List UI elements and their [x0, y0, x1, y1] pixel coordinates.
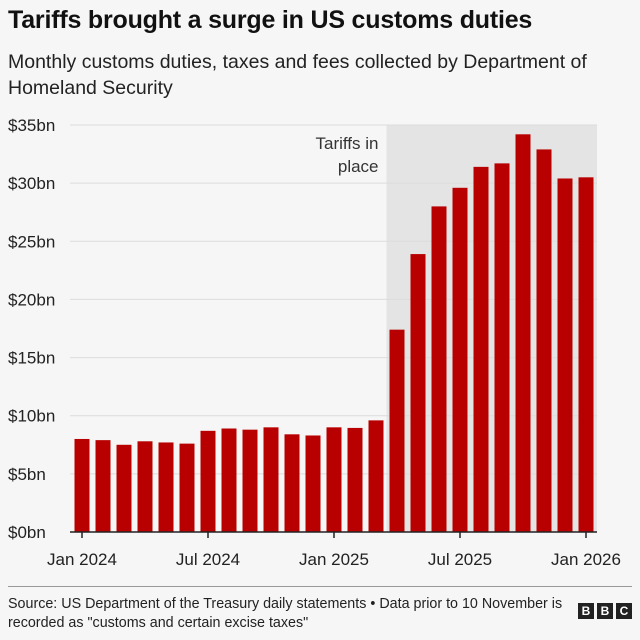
- bar-mar-2024: [116, 444, 132, 532]
- y-tick-label: $5bn: [8, 465, 46, 484]
- bar-oct-2025: [515, 134, 531, 532]
- bar-jul-2025: [452, 187, 468, 532]
- bar-jun-2024: [179, 443, 195, 532]
- x-tick-label: Jul 2024: [176, 550, 240, 569]
- bar-jul-2024: [200, 430, 216, 532]
- bar-may-2025: [410, 254, 426, 532]
- bar-nov-2025: [536, 149, 552, 533]
- x-tick-label: Jul 2025: [428, 550, 492, 569]
- bar-aug-2025: [473, 166, 489, 532]
- bar-mar-2025: [368, 420, 384, 532]
- y-tick-label: $15bn: [8, 349, 55, 368]
- x-tick-label: Jan 2024: [47, 550, 117, 569]
- bar-jan-2024: [74, 438, 90, 532]
- annotation-label: place: [338, 157, 379, 176]
- chart-title: Tariffs brought a surge in US customs du…: [8, 6, 533, 34]
- bar-chart: $0bn $5bn $10bn $15bn $20bn $25bn $30bn $35bn Ja…: [8, 116, 621, 569]
- bar-sep-2025: [494, 163, 510, 533]
- y-tick-label: $35bn: [8, 116, 55, 135]
- bar-jun-2025: [431, 206, 447, 532]
- bar-feb-2024: [95, 440, 111, 532]
- footer-divider: [8, 586, 632, 587]
- x-tick-label: Jan 2025: [299, 550, 369, 569]
- bar-oct-2024: [263, 427, 279, 532]
- bar-jan-2026: [578, 177, 594, 533]
- bar-jan-2025: [326, 427, 342, 532]
- bar-feb-2025: [347, 427, 363, 532]
- bar-nov-2024: [284, 434, 300, 532]
- bar-apr-2025: [389, 329, 405, 532]
- y-tick-label: $10bn: [8, 407, 55, 426]
- logo-block: C: [616, 603, 632, 619]
- bbc-logo: B B C: [578, 603, 632, 619]
- y-tick-label: $0bn: [8, 523, 46, 542]
- annotation-label: Tariffs in: [316, 134, 379, 153]
- x-tick-label: Jan 2026: [551, 550, 621, 569]
- bar-aug-2024: [221, 428, 237, 532]
- bar-dec-2025: [557, 178, 573, 532]
- logo-block: B: [597, 603, 613, 619]
- chart-subtitle: Monthly customs duties, taxes and fees c…: [8, 51, 587, 99]
- y-tick-label: $30bn: [8, 174, 55, 193]
- y-tick-label: $25bn: [8, 232, 55, 251]
- source-note: Source: US Department of the Treasury da…: [8, 596, 563, 631]
- bar-dec-2024: [305, 435, 321, 532]
- bar-may-2024: [158, 442, 174, 532]
- bar-sep-2024: [242, 429, 258, 532]
- bar-apr-2024: [137, 441, 153, 532]
- y-tick-label: $20bn: [8, 290, 55, 309]
- logo-block: B: [578, 603, 594, 619]
